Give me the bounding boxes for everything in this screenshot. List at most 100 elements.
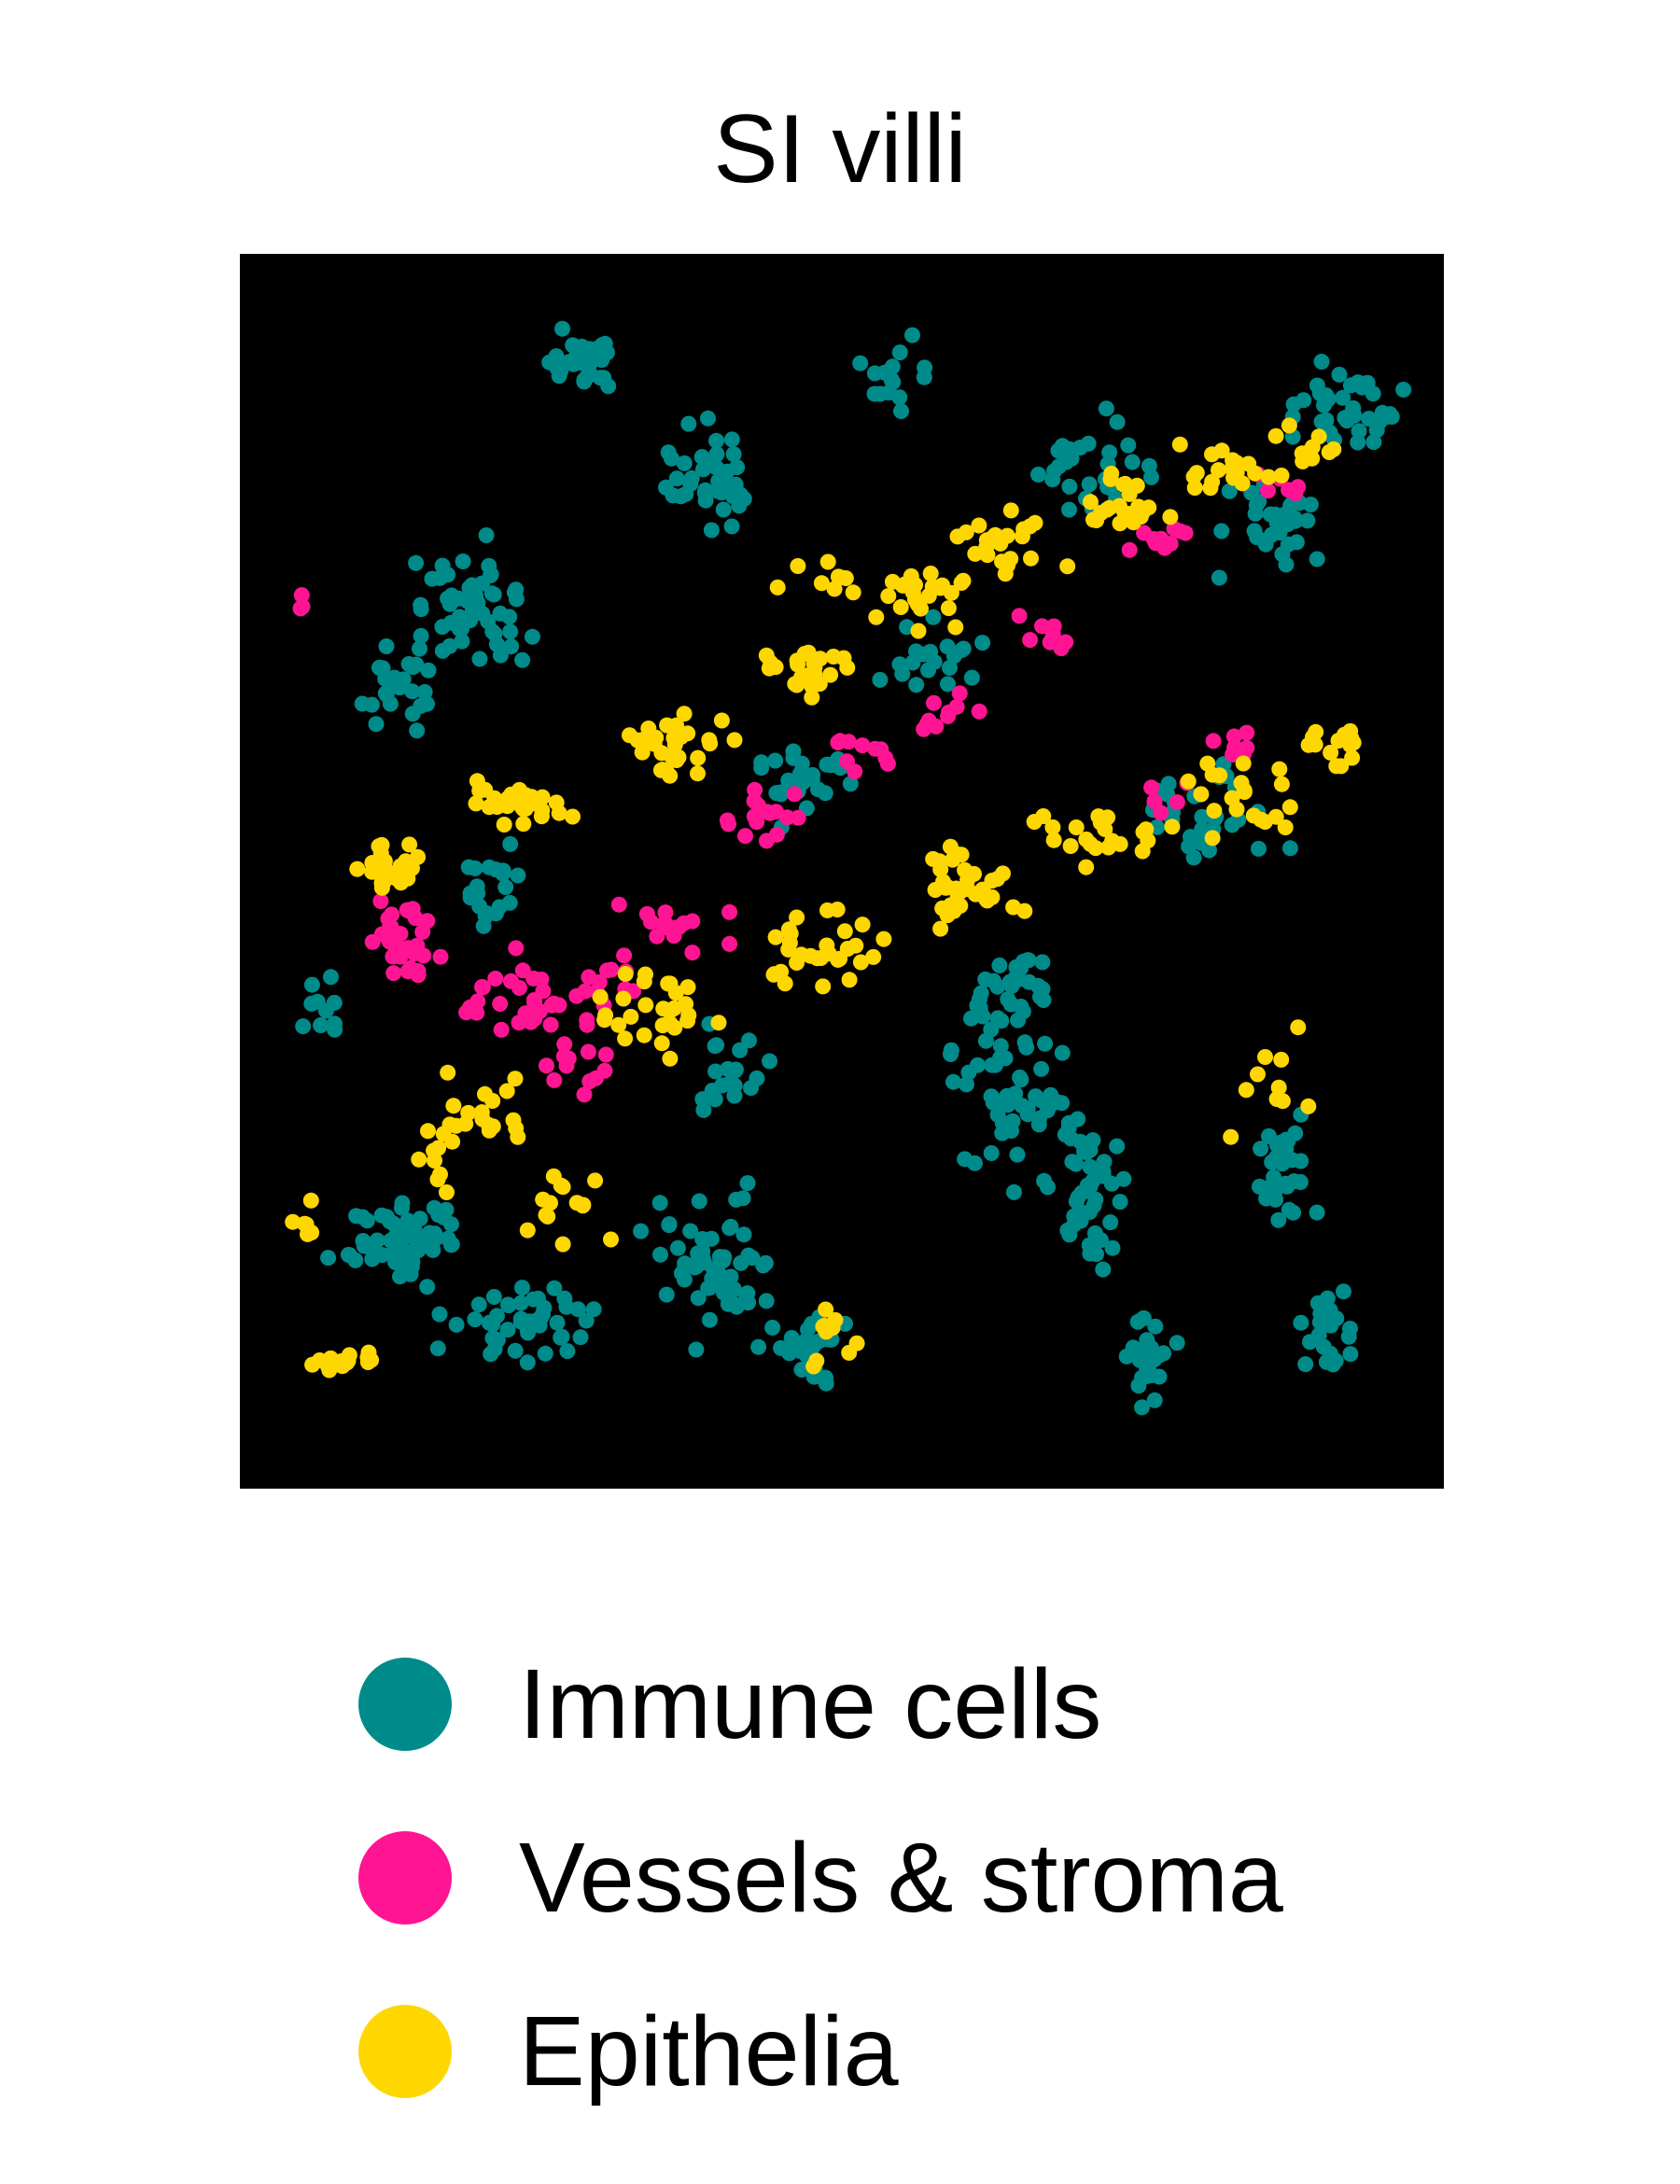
point-immune-cells xyxy=(478,904,495,921)
point-epithelia xyxy=(1117,475,1133,492)
point-epithelia xyxy=(1130,498,1147,515)
point-epithelia xyxy=(445,1098,462,1114)
point-immune-cells xyxy=(680,415,697,432)
point-epithelia xyxy=(1270,1079,1287,1096)
point-immune-cells xyxy=(303,995,320,1012)
point-vessels-stroma xyxy=(1239,724,1255,741)
point-epithelia xyxy=(836,923,853,940)
point-vessels-stroma xyxy=(1239,739,1255,756)
point-immune-cells xyxy=(303,976,320,993)
point-vessels-stroma xyxy=(508,940,525,957)
point-epithelia xyxy=(484,1118,501,1135)
point-immune-cells xyxy=(791,1343,808,1359)
point-immune-cells xyxy=(973,985,989,1001)
point-epithelia xyxy=(411,1151,427,1168)
point-vessels-stroma xyxy=(1169,794,1185,811)
point-immune-cells xyxy=(1086,1225,1103,1241)
point-epithelia xyxy=(789,955,805,971)
point-immune-cells xyxy=(451,609,468,625)
point-immune-cells xyxy=(1030,1116,1047,1133)
point-immune-cells xyxy=(726,1063,743,1080)
point-immune-cells xyxy=(741,1032,757,1049)
point-epithelia xyxy=(398,853,414,870)
point-vessels-stroma xyxy=(1044,625,1061,642)
point-immune-cells xyxy=(1120,437,1137,454)
point-immune-cells xyxy=(1146,1392,1163,1408)
point-vessels-stroma xyxy=(409,937,426,954)
point-epithelia xyxy=(1321,444,1337,460)
point-epithelia xyxy=(477,1085,493,1102)
point-immune-cells xyxy=(735,1190,751,1207)
point-immune-cells xyxy=(697,456,714,473)
point-immune-cells xyxy=(711,1249,728,1266)
point-epithelia xyxy=(507,1071,524,1087)
point-epithelia xyxy=(302,1192,319,1209)
point-immune-cells xyxy=(1135,1309,1152,1326)
point-vessels-stroma xyxy=(747,781,763,798)
point-epithelia xyxy=(1102,470,1119,487)
point-immune-cells xyxy=(715,501,732,518)
point-epithelia xyxy=(997,566,1014,582)
point-immune-cells xyxy=(1270,1211,1287,1228)
point-immune-cells xyxy=(703,1230,720,1247)
point-immune-cells xyxy=(1281,1201,1297,1218)
point-immune-cells xyxy=(1342,1346,1359,1363)
point-epithelia xyxy=(420,1123,436,1140)
point-immune-cells xyxy=(1001,1115,1018,1132)
point-immune-cells xyxy=(1001,973,1018,990)
point-immune-cells xyxy=(404,706,421,722)
point-immune-cells xyxy=(1081,476,1098,493)
point-epithelia xyxy=(1211,462,1226,479)
point-epithelia xyxy=(1273,776,1290,792)
point-epithelia xyxy=(661,1015,678,1031)
point-immune-cells xyxy=(925,609,942,625)
point-epithelia xyxy=(884,573,901,590)
point-immune-cells xyxy=(373,1207,390,1224)
point-epithelia xyxy=(1225,452,1241,469)
point-immune-cells xyxy=(584,342,601,358)
point-immune-cells xyxy=(791,765,808,782)
point-vessels-stroma xyxy=(926,694,942,711)
legend-marker-vessels-stroma xyxy=(358,1831,452,1925)
point-immune-cells xyxy=(735,1226,752,1243)
point-epithelia xyxy=(440,1064,456,1081)
point-immune-cells xyxy=(707,1063,724,1080)
point-immune-cells xyxy=(1009,1146,1026,1163)
point-vessels-stroma xyxy=(840,734,857,750)
point-immune-cells xyxy=(471,651,488,667)
point-vessels-stroma xyxy=(941,704,957,721)
point-immune-cells xyxy=(1098,400,1114,417)
point-vessels-stroma xyxy=(768,826,785,843)
point-immune-cells xyxy=(429,1340,446,1357)
point-immune-cells xyxy=(880,385,897,401)
point-immune-cells xyxy=(697,482,714,498)
point-vessels-stroma xyxy=(581,969,597,986)
point-immune-cells xyxy=(1063,450,1080,467)
point-immune-cells xyxy=(661,1217,678,1234)
point-immune-cells xyxy=(356,1238,372,1254)
point-vessels-stroma xyxy=(364,933,381,950)
point-epithelia xyxy=(399,870,416,887)
point-immune-cells xyxy=(768,785,785,802)
point-epithelia xyxy=(940,600,957,617)
point-epithelia xyxy=(1330,733,1347,749)
point-immune-cells xyxy=(676,455,693,471)
point-immune-cells xyxy=(369,1232,385,1249)
point-epithelia xyxy=(1300,736,1317,753)
point-immune-cells xyxy=(758,1293,775,1309)
point-vessels-stroma xyxy=(1121,541,1138,558)
point-epithelia xyxy=(690,765,706,782)
chart-title: SI villi xyxy=(713,95,967,203)
point-immune-cells xyxy=(700,1280,717,1296)
point-epithelia xyxy=(1140,833,1156,849)
point-immune-cells xyxy=(443,1216,459,1233)
point-immune-cells xyxy=(762,1053,777,1070)
point-epithelia xyxy=(662,1050,679,1067)
point-immune-cells xyxy=(677,1255,693,1272)
point-immune-cells xyxy=(546,1280,563,1296)
point-epithelia xyxy=(1310,428,1327,445)
point-epithelia xyxy=(789,909,805,926)
point-immune-cells xyxy=(425,1241,441,1258)
point-vessels-stroma xyxy=(971,703,987,720)
point-immune-cells xyxy=(525,1291,542,1308)
